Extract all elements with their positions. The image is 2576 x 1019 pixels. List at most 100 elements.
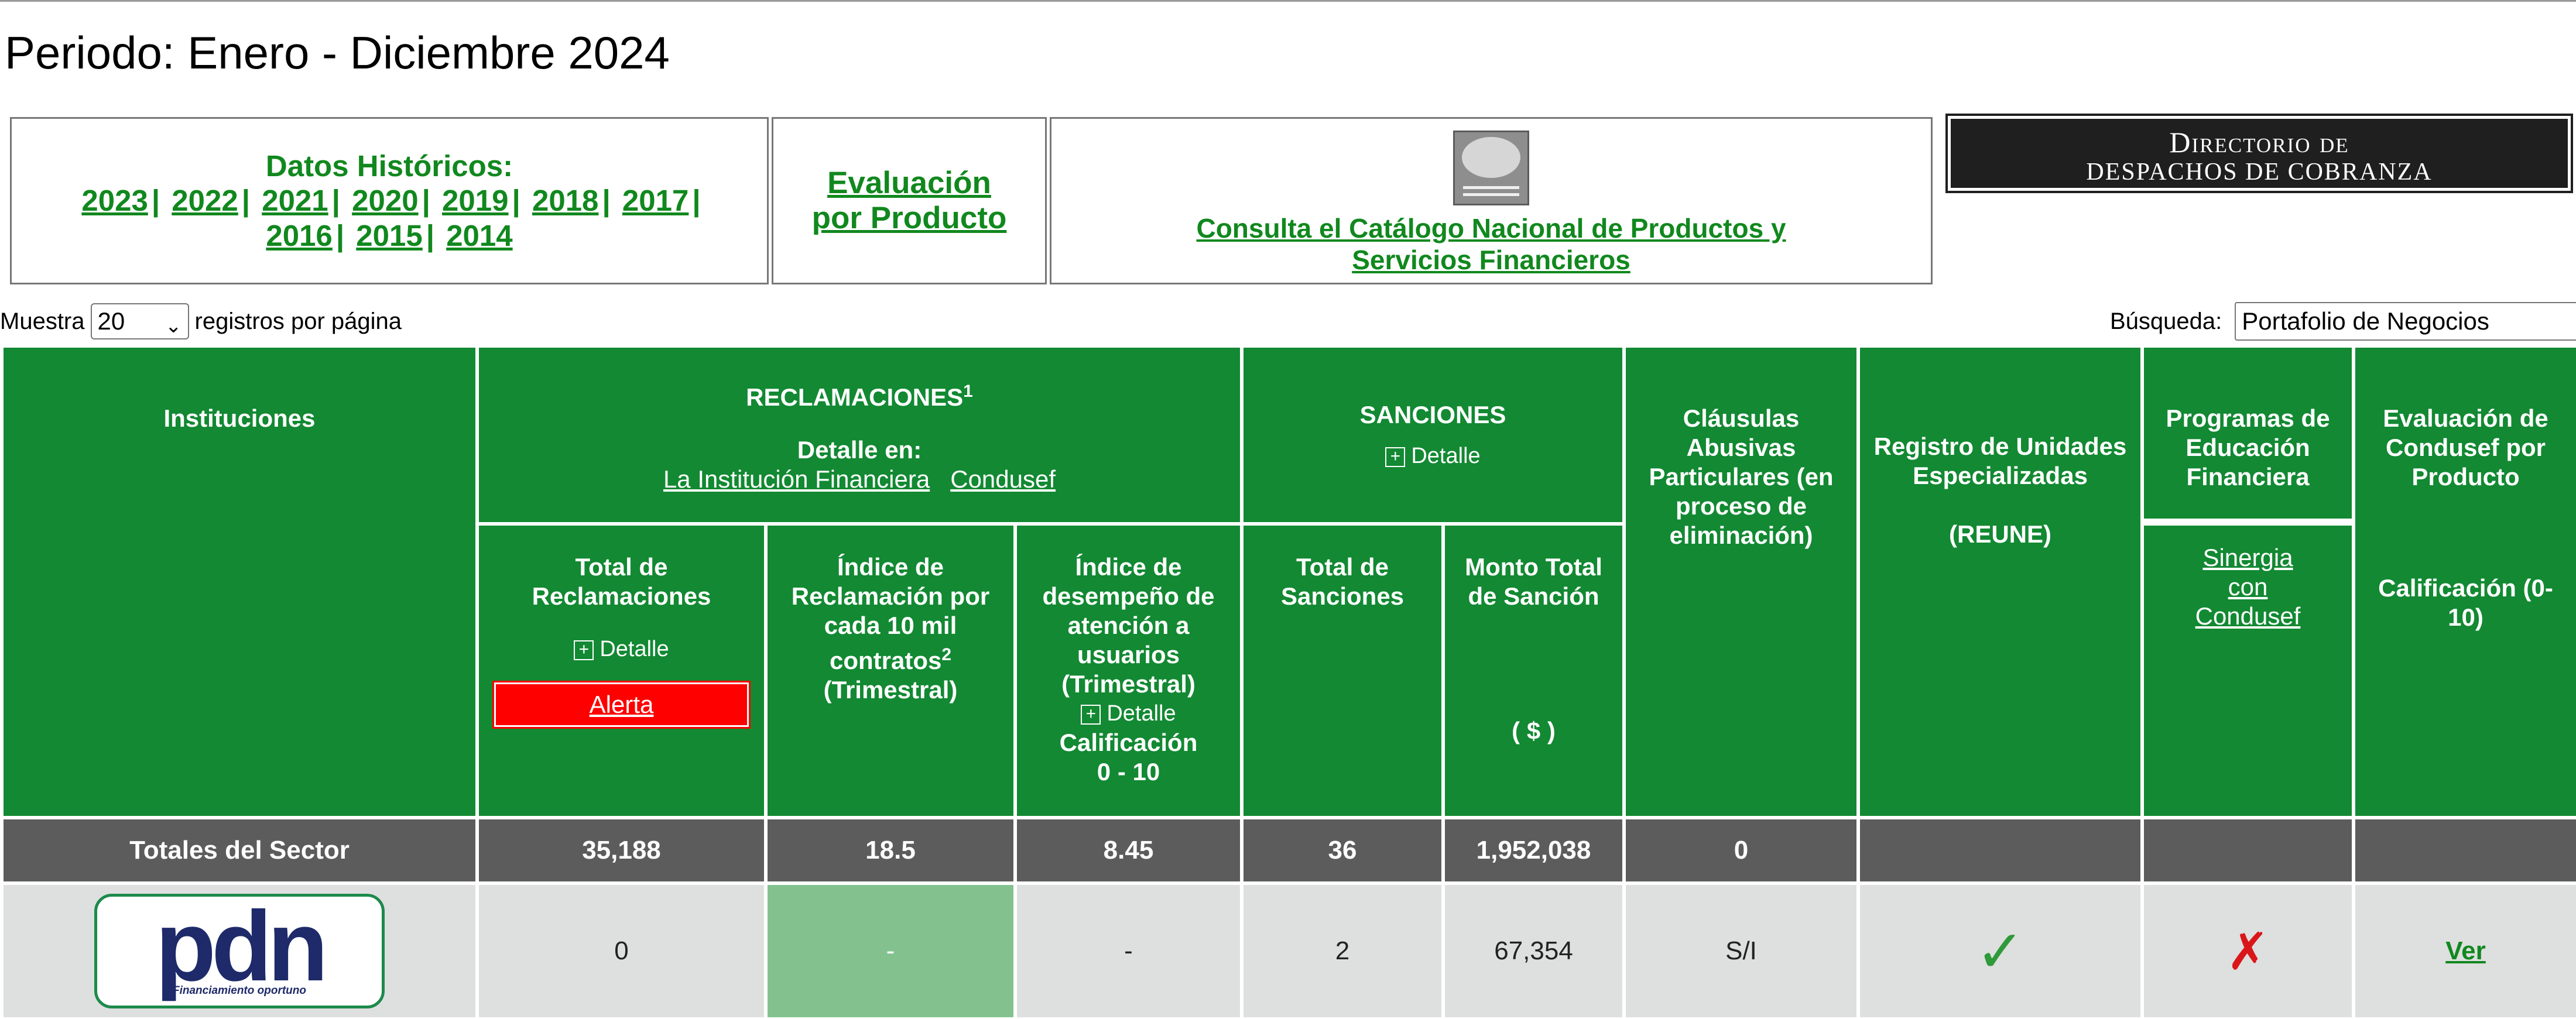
check-icon: ✓: [1976, 919, 2025, 984]
year-link-2014[interactable]: 2014: [446, 219, 512, 252]
cell-clausulas: S/I: [1626, 885, 1856, 1017]
col-indice-reclamacion: Índice de Reclamación por cada 10 mil co…: [768, 526, 1013, 816]
historical-years: 2023 | 2022 | 2021 | 2020 | 2019 | 2018 | 2017…: [12, 183, 767, 253]
sinergia-line1: Sinergia: [2202, 544, 2293, 571]
sinergia-link[interactable]: Sinergia con Condusef: [2195, 544, 2301, 630]
reclamaciones-detalle-label: Detalle: [600, 637, 669, 661]
evaluation-link-line1: Evaluación: [827, 166, 991, 200]
pdn-logo-tagline: Financiamiento oportuno: [97, 984, 382, 997]
catalog-box: Consulta el Catálogo Nacional de Product…: [1050, 117, 1933, 284]
plus-icon: +: [1081, 705, 1101, 725]
cell-sanciones: 2: [1244, 885, 1441, 1017]
col-evaluacion-condusef: Evaluación de Condusef por Producto Cali…: [2355, 348, 2576, 816]
cross-icon: ✗: [2226, 922, 2270, 980]
plus-icon: +: [574, 640, 594, 660]
page-size-label-after: registros por página: [195, 301, 402, 342]
totals-programas: [2144, 819, 2352, 881]
total-reclamaciones-title: Total de Reclamaciones: [491, 553, 752, 611]
evaluacion-condusef-title: Evaluación de Condusef por Producto: [2361, 404, 2570, 492]
sanciones-detalle-toggle[interactable]: + Detalle: [1244, 441, 1622, 471]
col-reune: Registro de Unidades Especializadas (REU…: [1860, 348, 2140, 816]
col-monto-total: Monto Total de Sanción ( $ ): [1445, 526, 1622, 816]
year-link-2017[interactable]: 2017: [622, 184, 688, 217]
monto-total-title: Monto Total de Sanción: [1455, 553, 1612, 611]
page-size-control: Muestra 20 ⌄ registros por página: [0, 301, 402, 342]
chevron-down-icon: ⌄: [165, 309, 182, 343]
search-input[interactable]: Portafolio de Negocios: [2235, 302, 2576, 341]
totals-reune: [1860, 819, 2140, 881]
detalle-en-label: Detalle en:: [479, 435, 1240, 465]
link-institucion-financiera[interactable]: La Institución Financiera: [663, 465, 930, 493]
evaluation-link[interactable]: Evaluación por Producto: [773, 166, 1045, 236]
totals-indice: 18.5: [768, 819, 1013, 881]
page-title: Periodo: Enero - Diciembre 2024: [5, 23, 670, 82]
reune-acronym: (REUNE): [1866, 520, 2135, 549]
year-link-2021[interactable]: 2021: [262, 184, 328, 217]
col-sinergia: Sinergia con Condusef: [2144, 526, 2352, 816]
totals-desempeno: 8.45: [1017, 819, 1240, 881]
pdn-logo-word: pdn: [97, 903, 382, 990]
year-link-2023[interactable]: 2023: [81, 184, 148, 217]
catalog-book-icon[interactable]: [1453, 131, 1529, 205]
year-link-2016[interactable]: 2016: [266, 219, 332, 252]
pdn-logo[interactable]: pdn Financiamiento oportuno: [94, 894, 385, 1008]
year-link-2018[interactable]: 2018: [532, 184, 598, 217]
cell-programas: ✗: [2144, 885, 2352, 1017]
reclamaciones-footnote: 1: [963, 382, 973, 401]
reclamaciones-detalle-toggle[interactable]: + Detalle: [491, 634, 752, 664]
sinergia-line3: Condusef: [2195, 602, 2301, 630]
cell-reune: ✓: [1860, 885, 2140, 1017]
indice-desempeno-trimestral: (Trimestral): [1027, 670, 1229, 699]
col-total-sanciones: Total de Sanciones: [1244, 526, 1441, 816]
cell-reclamaciones: 0: [479, 885, 764, 1017]
cell-evaluacion: Ver: [2355, 885, 2576, 1017]
col-instituciones: Instituciones: [4, 348, 475, 816]
search-control: Búsqueda: Portafolio de Negocios: [2110, 301, 2576, 342]
sinergia-line2: con: [2228, 573, 2268, 601]
totals-clausulas: 0: [1626, 819, 1856, 881]
historical-title: Datos Históricos:: [12, 149, 767, 183]
totals-monto: 1,952,038: [1445, 819, 1622, 881]
year-link-2022[interactable]: 2022: [172, 184, 238, 217]
totals-reclamaciones: 35,188: [479, 819, 764, 881]
indice-reclamacion-footnote: 2: [941, 645, 951, 664]
evaluacion-condusef-rango: Calificación (0-10): [2361, 574, 2570, 632]
page-size-label-before: Muestra: [0, 301, 85, 342]
alerta-button[interactable]: Alerta: [494, 682, 749, 727]
col-sanciones: SANCIONES + Detalle: [1244, 348, 1622, 522]
institution-cell: pdn Financiamiento oportuno: [4, 885, 475, 1017]
cell-monto: 67,354: [1445, 885, 1622, 1017]
desempeno-calificacion: Calificación: [1027, 728, 1229, 757]
ver-link[interactable]: Ver: [2445, 936, 2486, 965]
cell-desempeno: -: [1017, 885, 1240, 1017]
link-condusef[interactable]: Condusef: [950, 465, 1056, 493]
cell-indice: -: [768, 885, 1013, 1017]
historical-data-box: Datos Históricos: 2023 | 2022 | 2021 | 2020…: [10, 117, 769, 284]
evaluation-box: Evaluación por Producto: [772, 117, 1047, 284]
year-link-2020[interactable]: 2020: [352, 184, 418, 217]
desempeno-detalle-label: Detalle: [1107, 701, 1176, 726]
indice-reclamacion-trimestral: (Trimestral): [778, 675, 1003, 705]
institutions-table: Instituciones RECLAMACIONES1 Detalle en:…: [0, 344, 2576, 1019]
col-reclamaciones: RECLAMACIONES1 Detalle en: La Institució…: [479, 348, 1240, 522]
search-label: Búsqueda:: [2110, 301, 2222, 342]
directorio-line2: despachos de cobranza: [1948, 158, 2571, 186]
directorio-banner[interactable]: Directorio de despachos de cobranza: [1945, 114, 2573, 193]
page-size-select[interactable]: 20 ⌄: [91, 303, 189, 339]
monto-moneda: ( $ ): [1455, 716, 1612, 746]
top-rule: [0, 0, 2576, 4]
year-link-2019[interactable]: 2019: [442, 184, 508, 217]
col-clausulas: Cláusulas Abusivas Particulares (en proc…: [1626, 348, 1856, 816]
desempeno-detalle-toggle[interactable]: + Detalle: [1027, 699, 1229, 728]
totals-label: Totales del Sector: [4, 819, 475, 881]
col-programas: Programas de Educación Financiera: [2144, 348, 2352, 522]
indice-reclamacion-title: Índice de Reclamación por cada 10 mil co…: [792, 553, 989, 674]
year-link-2015[interactable]: 2015: [356, 219, 422, 252]
table-row: pdn Financiamiento oportuno 0 - - 2 67,3…: [4, 885, 2576, 1017]
totals-evaluacion: [2355, 819, 2576, 881]
col-indice-desempeno: Índice de desempeño de atención a usuari…: [1017, 526, 1240, 816]
evaluation-link-line2: por Producto: [812, 201, 1007, 235]
catalog-link[interactable]: Consulta el Catálogo Nacional de Product…: [1051, 212, 1931, 276]
sanciones-detalle-label: Detalle: [1411, 444, 1480, 468]
sanciones-title: SANCIONES: [1244, 400, 1622, 430]
